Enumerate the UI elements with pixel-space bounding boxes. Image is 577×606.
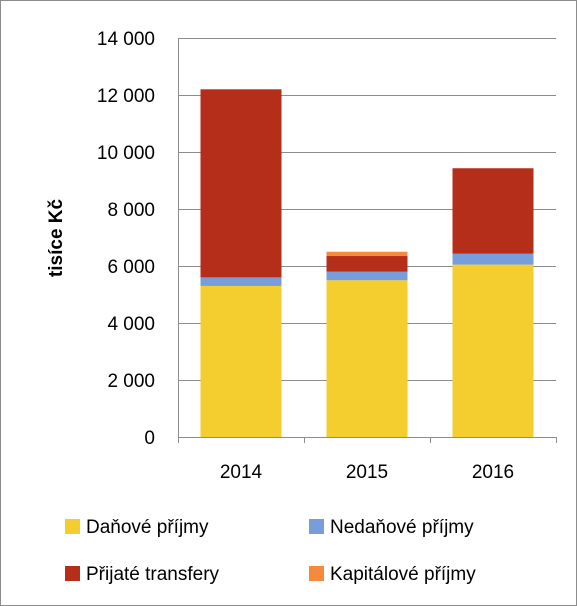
x-tick-label: 2014	[220, 462, 263, 483]
bar-segment	[326, 251, 408, 257]
y-tick-label: 2 000	[107, 371, 155, 392]
y-tick-labels: 0 2 000 4 000 6 000 8 000 10 000 12 000 14 000	[97, 29, 155, 449]
legend: Daňové příjmy Nedaňové příjmy Přijaté tran…	[65, 517, 476, 585]
y-tick-label: 8 000	[107, 200, 155, 221]
bar-segment	[326, 256, 408, 272]
bar-segment	[326, 271, 408, 281]
x-tick-label: 2015	[346, 462, 388, 483]
bar-segment	[452, 253, 534, 265]
bar-segment	[326, 280, 408, 437]
bar-segment	[200, 277, 282, 286]
legend-label: Daňové příjmy	[86, 517, 209, 538]
legend-label: Nedaňové příjmy	[330, 517, 474, 538]
y-tick-label: 12 000	[97, 86, 155, 107]
bar-segment	[452, 168, 534, 254]
legend-swatch	[65, 566, 80, 581]
y-tick-label: 0	[144, 428, 155, 449]
x-tick-label: 2016	[472, 462, 514, 483]
legend-swatch	[309, 519, 324, 534]
y-tick-label: 4 000	[107, 314, 155, 335]
bars	[200, 89, 534, 437]
x-tick-labels: 2014 2015 2016	[220, 462, 514, 483]
axes	[178, 38, 557, 443]
legend-label: Přijaté transfery	[86, 564, 220, 585]
bar-segment	[452, 264, 534, 437]
bar-segment	[200, 89, 282, 278]
legend-swatch	[309, 566, 324, 581]
bar-segment	[200, 285, 282, 437]
y-tick-label: 6 000	[107, 257, 155, 278]
legend-label: Kapitálové příjmy	[330, 564, 476, 585]
legend-swatch	[65, 519, 80, 534]
y-tick-label: 10 000	[97, 143, 155, 164]
y-tick-label: 14 000	[97, 29, 155, 50]
y-axis-label: tisíce Kč	[46, 198, 67, 277]
